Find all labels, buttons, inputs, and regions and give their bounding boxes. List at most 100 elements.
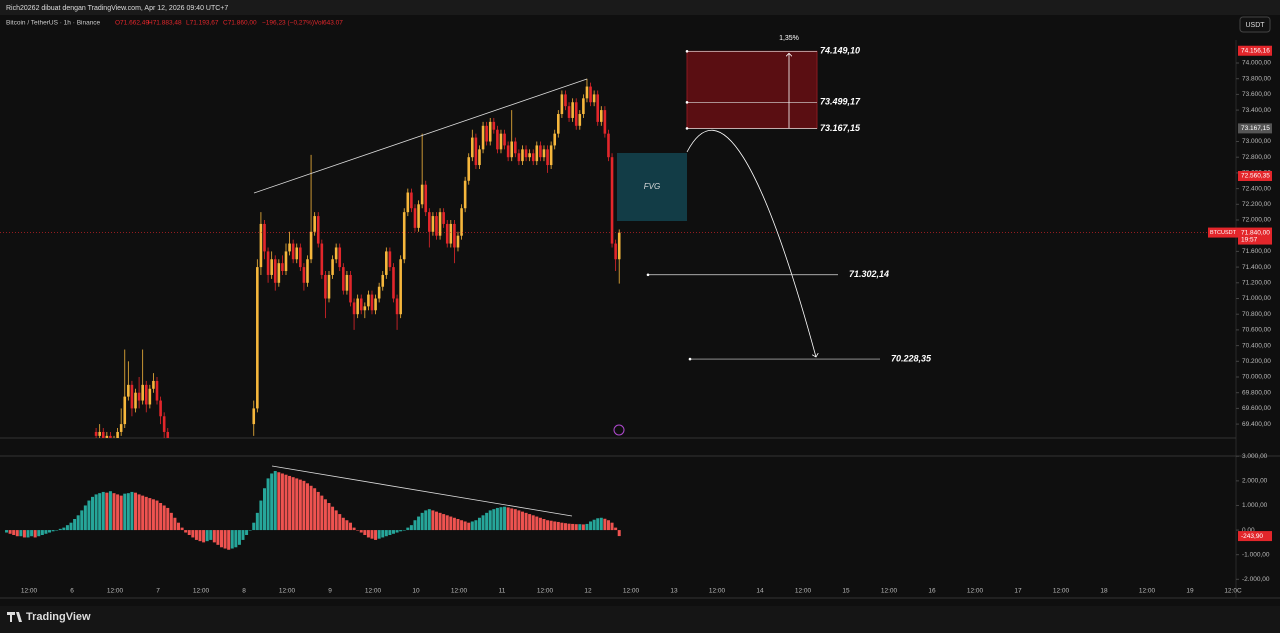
price-badge bbox=[1238, 123, 1272, 134]
candle-body bbox=[442, 212, 445, 224]
histogram-bar bbox=[123, 493, 127, 531]
histogram-bar bbox=[477, 517, 481, 531]
time-tick-label: 12:00 bbox=[279, 588, 296, 595]
price-tick-label: 73.800,00 bbox=[1242, 75, 1271, 82]
histogram-bar bbox=[223, 530, 227, 549]
time-tick-label: 19 bbox=[1186, 588, 1194, 595]
candle-body bbox=[277, 263, 281, 283]
histogram-bar bbox=[101, 491, 105, 531]
histogram-bar bbox=[585, 523, 589, 531]
candle-body bbox=[499, 133, 503, 150]
histogram-bar bbox=[366, 530, 370, 538]
candle-body bbox=[134, 392, 137, 409]
histogram-bar bbox=[130, 491, 134, 531]
candle-body bbox=[478, 149, 481, 166]
time-tick-label: 9 bbox=[328, 588, 332, 595]
price-tick-label: 70.400,00 bbox=[1242, 342, 1271, 349]
histogram-bar bbox=[255, 512, 259, 531]
histogram-bar bbox=[546, 520, 550, 531]
histogram-bar bbox=[252, 522, 256, 531]
candle-body bbox=[148, 388, 152, 405]
currency-button[interactable] bbox=[1239, 16, 1271, 33]
histogram-bar bbox=[592, 519, 596, 531]
histogram-bar bbox=[262, 488, 266, 531]
histogram-bar bbox=[599, 517, 603, 531]
currency-label: USDT bbox=[1245, 22, 1265, 29]
price-tick-label: 72.200,00 bbox=[1242, 201, 1271, 208]
candle-body bbox=[159, 400, 162, 417]
candle-body bbox=[571, 102, 574, 118]
histogram-bar bbox=[19, 530, 23, 537]
candle-body bbox=[402, 212, 406, 260]
osc-tick-label: 3.000,00 bbox=[1242, 453, 1268, 460]
histogram-bar bbox=[316, 491, 320, 531]
candle-body bbox=[557, 114, 560, 134]
price-badge-label: 74.156,16 bbox=[1241, 47, 1270, 54]
candle-body bbox=[521, 149, 524, 162]
histogram-bar bbox=[191, 530, 195, 538]
histogram-bar bbox=[91, 496, 95, 531]
candle-body bbox=[410, 192, 413, 209]
overlays: 74.149,10 73.499,17 73.167,15 71.302,14 70.2… bbox=[646, 35, 932, 363]
time-tick-label: 12:00 bbox=[365, 588, 382, 595]
histogram-bar bbox=[420, 512, 424, 531]
candle-body bbox=[392, 267, 395, 299]
candle-body bbox=[531, 153, 535, 162]
histogram-bar bbox=[495, 507, 499, 531]
histogram-bar bbox=[395, 530, 399, 533]
histogram-bar bbox=[270, 473, 274, 531]
histogram-bar bbox=[40, 530, 44, 535]
candle-body bbox=[127, 384, 130, 397]
histogram-bar bbox=[37, 530, 41, 537]
histogram-bar bbox=[134, 492, 138, 531]
histogram-bar bbox=[180, 527, 184, 531]
histogram-bar bbox=[259, 500, 263, 531]
histogram-bar bbox=[485, 512, 489, 531]
histogram-bar bbox=[470, 521, 474, 531]
candle-body bbox=[549, 145, 553, 166]
time-tick-label: 6 bbox=[70, 588, 74, 595]
time-tick-label: 18 bbox=[1100, 588, 1108, 595]
level-handle bbox=[685, 101, 689, 104]
histogram-bar bbox=[137, 494, 141, 531]
time-tick-label: 12:00 bbox=[881, 588, 898, 595]
time-tick-label: 12:00 bbox=[967, 588, 984, 595]
histogram-bar bbox=[352, 527, 356, 531]
histogram-bar bbox=[560, 522, 564, 531]
time-tick-label: 16 bbox=[928, 588, 936, 595]
histogram-bar bbox=[402, 530, 406, 531]
candle-body bbox=[535, 145, 539, 162]
candle-body bbox=[324, 274, 327, 299]
histogram-bar bbox=[370, 530, 374, 539]
time-tick-label: 17 bbox=[1014, 588, 1022, 595]
histogram-bar bbox=[87, 500, 91, 531]
ohlc-close: C71.860,00 bbox=[223, 20, 257, 27]
candle-body bbox=[370, 294, 374, 311]
candle-body bbox=[273, 259, 277, 283]
candle-body bbox=[284, 251, 288, 272]
histogram-bar bbox=[65, 525, 69, 531]
time-tick-label: 12:00 bbox=[795, 588, 812, 595]
candle-body bbox=[302, 267, 306, 283]
histogram-bar bbox=[227, 530, 231, 550]
osc-tick-label: -1.000,00 bbox=[1242, 551, 1270, 558]
histogram-bar bbox=[108, 491, 112, 531]
histogram-bar bbox=[202, 530, 206, 543]
histogram-bar bbox=[194, 530, 198, 540]
candle-body bbox=[113, 440, 116, 444]
histogram-bar bbox=[155, 500, 159, 531]
candle-body bbox=[463, 180, 467, 209]
histogram-bar bbox=[517, 510, 521, 531]
time-tick-label: 10 bbox=[412, 588, 420, 595]
candle-body bbox=[492, 121, 496, 130]
candle-body bbox=[474, 137, 478, 166]
histogram-bar bbox=[105, 492, 109, 531]
histogram-bar bbox=[288, 475, 292, 531]
candle-body bbox=[617, 232, 621, 260]
histogram-bar bbox=[159, 503, 163, 531]
histogram-bar bbox=[98, 493, 102, 531]
level-label: 73.167,15 bbox=[820, 123, 861, 133]
candle-body bbox=[460, 208, 463, 236]
histogram-bar bbox=[187, 530, 191, 535]
